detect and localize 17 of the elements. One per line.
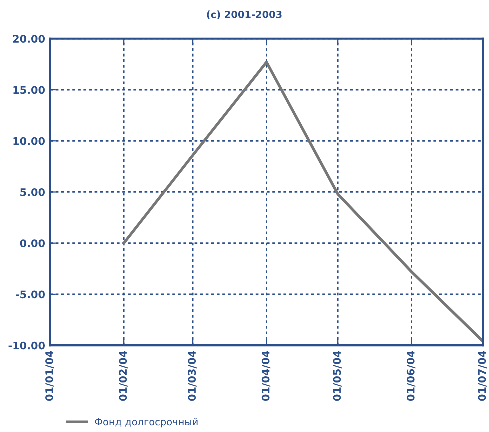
x-tick-label: 01/03/04 <box>188 350 197 402</box>
x-tick-label: 01/06/04 <box>406 350 416 402</box>
line-series <box>122 61 484 343</box>
chart-title: (c) 2001-2003 <box>207 10 282 20</box>
y-tick-label: -5.00 <box>16 290 46 299</box>
y-tick-label: 20.00 <box>13 35 46 43</box>
legend-label: Фонд долгосрочный <box>95 418 198 428</box>
x-tick-label: 01/05/04 <box>333 350 342 402</box>
x-tick-label: 01/02/04 <box>119 350 128 402</box>
x-tick-label: 01/04/04 <box>262 350 271 402</box>
y-tick-label: 5.00 <box>20 188 46 196</box>
y-tick-label: -10.00 <box>8 342 46 350</box>
x-tick-label: 01/07/04 <box>478 350 487 402</box>
y-tick-label: 15.00 <box>14 86 46 94</box>
y-tick-label: 0.00 <box>20 240 46 248</box>
y-tick-label: 10.00 <box>14 137 46 146</box>
x-tick-label: 01/01/04 <box>46 350 54 402</box>
